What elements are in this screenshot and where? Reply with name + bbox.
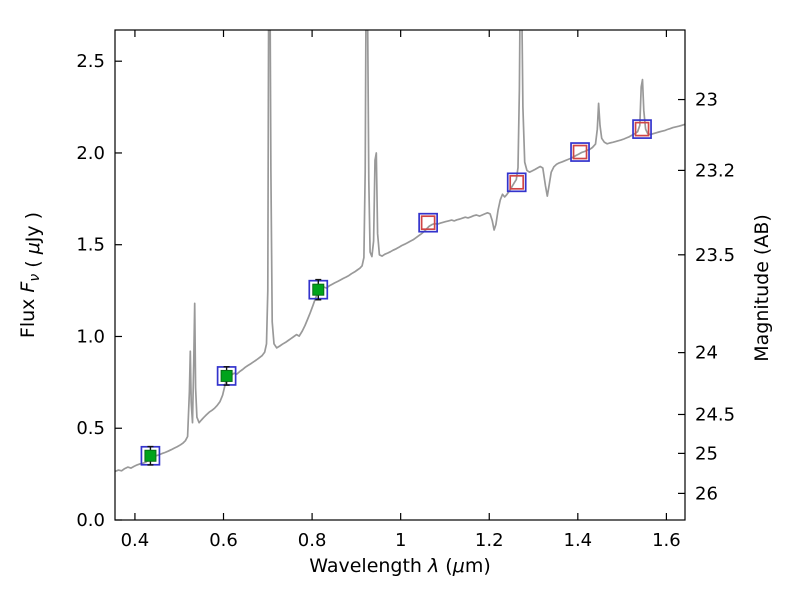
x-tick-label: 1	[395, 530, 406, 551]
x-tick-label: 1.6	[652, 530, 681, 551]
y-axis-label-right: Magnitude (AB)	[751, 214, 773, 362]
red-open-square-marker	[572, 144, 588, 160]
axes-frame	[114, 29, 686, 521]
y-axis-left: 0.0 0.5 1.0 1.5 2.0 2.5 Flux Fν ( μJy )	[17, 51, 122, 531]
x-tick-label: 1.2	[475, 530, 504, 551]
y-tick-label-right: 23.5	[695, 245, 735, 266]
red-photometry-markers	[420, 121, 650, 231]
x-axis: 0.4 0.6 0.8 1 1.2 1.4 1.6 Wavelength λ (μm)	[121, 30, 681, 577]
plot-border	[114, 29, 686, 521]
green-photometry-markers	[144, 278, 325, 466]
y-tick-label-left: 2.0	[76, 143, 105, 164]
y-tick-label-left: 0.5	[76, 418, 105, 439]
y-tick-label-right: 26	[695, 483, 718, 504]
y-axis-right: 23 23.2 23.5 24 24.5 25 26 Magnitude (AB)	[678, 90, 773, 504]
y-tick-label-left: 1.0	[76, 326, 105, 347]
y-tick-label-left: 0.0	[76, 510, 105, 531]
y-tick-label-right: 23	[695, 90, 718, 111]
blue-open-square-marker	[506, 172, 527, 193]
y-tick-label-right: 24.5	[695, 404, 735, 425]
red-open-square-marker	[634, 121, 650, 137]
blue-open-square-marker	[570, 142, 590, 162]
green-filled-square-marker	[220, 369, 233, 382]
red-open-square-marker	[509, 174, 525, 190]
y-tick-label-right: 25	[695, 443, 718, 464]
y-axis-label-left: Flux Fν ( μJy )	[17, 212, 44, 338]
x-tick-label: 1.4	[564, 530, 593, 551]
x-axis-label: Wavelength λ (μm)	[309, 555, 490, 577]
red-open-square-marker	[420, 215, 436, 231]
x-tick-label: 0.6	[209, 530, 238, 551]
y-tick-label-right: 23.2	[695, 160, 735, 181]
y-tick-label-left: 1.5	[76, 235, 105, 256]
green-filled-square-marker	[144, 449, 157, 462]
x-tick-label: 0.4	[121, 530, 150, 551]
y-tick-label-left: 2.5	[76, 51, 105, 72]
green-filled-square-marker	[312, 283, 325, 296]
blue-open-square-marker	[632, 119, 652, 139]
y-tick-label-right: 24	[695, 343, 718, 364]
x-tick-label: 0.8	[298, 530, 327, 551]
blue-open-square-marker	[418, 212, 438, 233]
